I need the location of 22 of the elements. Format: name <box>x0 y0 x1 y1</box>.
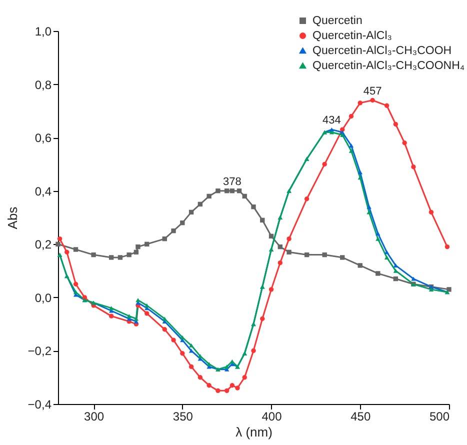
x-tick-label: 300 <box>84 410 104 424</box>
legend-label: Quercetin-AlCl₃-CH₃COONH₄ <box>312 60 465 72</box>
y-tick-label: −0,4 <box>28 398 52 412</box>
legend-label: Quercetin-AlCl₃-CH₃COOH <box>312 44 452 57</box>
y-tick-label: −0,2 <box>28 344 52 358</box>
x-tick-label: 350 <box>172 410 194 424</box>
annotation: 378 <box>222 176 242 188</box>
y-tick-label: 0,6 <box>34 131 52 146</box>
y-tick-label: 0,4 <box>34 184 52 198</box>
x-tick-label: 400 <box>262 410 282 424</box>
y-tick-label: 0,0 <box>34 290 52 305</box>
annotation: 457 <box>363 85 382 98</box>
y-axis-title: Abs <box>4 206 20 230</box>
x-tick-label: 500 <box>429 410 450 424</box>
legend-label: Quercetin <box>312 14 362 27</box>
y-tick-label: 0,8 <box>34 78 52 92</box>
y-tick-label: 1,0 <box>34 24 52 38</box>
annotation: 434 <box>322 114 341 127</box>
x-axis-title: λ (nm) <box>236 424 272 440</box>
x-tick-label: 450 <box>350 410 371 424</box>
legend-label: Quercetin-AlCl₃ <box>312 30 392 42</box>
y-tick-label: 0,2 <box>34 238 52 252</box>
